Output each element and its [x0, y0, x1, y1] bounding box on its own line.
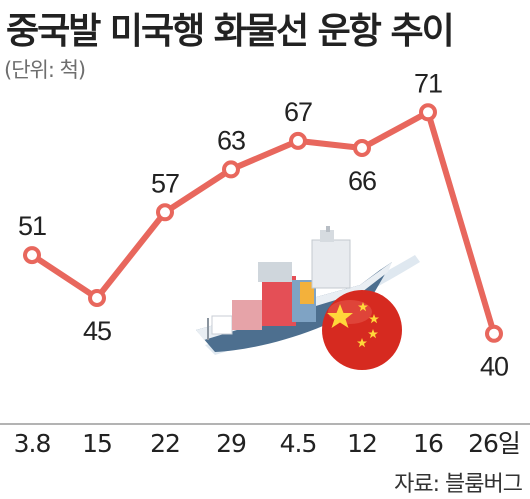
data-point	[88, 289, 106, 307]
x-tick-label: 4.5	[280, 429, 317, 458]
data-point	[23, 246, 41, 265]
data-label: 66	[348, 166, 376, 196]
source-note: 자료: 블룸버그	[394, 472, 523, 497]
data-label: 45	[83, 316, 111, 346]
data-point	[419, 103, 437, 122]
data-label: 63	[217, 125, 245, 155]
data-label: 71	[414, 68, 442, 98]
chart-title: 중국발 미국행 화물선 운항 추이	[6, 11, 455, 52]
data-label: 40	[480, 352, 508, 382]
data-point	[485, 324, 503, 343]
x-tick-label: 15	[82, 429, 112, 458]
data-point	[156, 203, 174, 222]
series-line	[30, 109, 497, 335]
x-tick-label: 16	[413, 429, 443, 458]
data-point	[222, 160, 240, 179]
cargo-ship-illustration	[196, 226, 420, 355]
x-tick-label: 3.8	[14, 429, 51, 458]
data-point	[353, 139, 371, 157]
unit-label: (단위: 척)	[4, 58, 86, 82]
data-point	[289, 131, 307, 150]
data-label: 57	[151, 168, 179, 198]
china-flag-ball-illustration	[322, 290, 402, 370]
x-tick-label: 26일	[468, 429, 520, 458]
x-tick-label: 22	[150, 429, 180, 458]
data-label: 51	[18, 211, 46, 241]
x-tick-label: 29	[216, 429, 246, 458]
x-tick-label: 12	[347, 429, 377, 458]
data-label: 67	[284, 97, 312, 127]
